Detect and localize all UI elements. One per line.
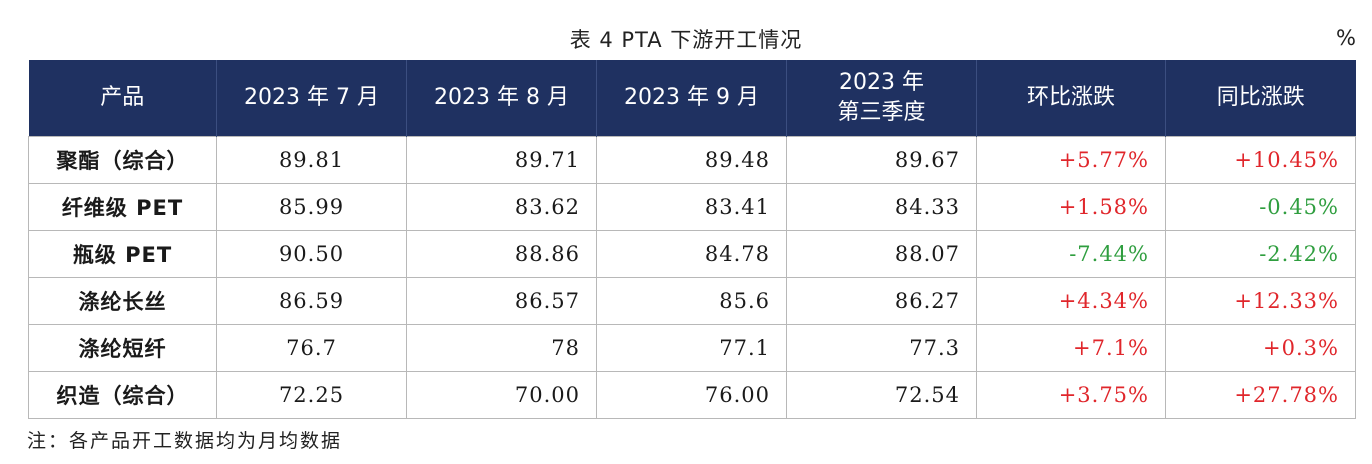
cell-jul: 89.81 <box>216 136 407 184</box>
header-yoy: 同比涨跌 <box>1165 60 1356 137</box>
table-row: 涤纶长丝 86.59 86.57 85.6 86.27 +4.34% +12.33% <box>28 277 1356 325</box>
cell-yoy: +0.3% <box>1165 324 1356 372</box>
cell-aug: 89.71 <box>406 136 597 184</box>
header-aug: 2023 年 8 月 <box>406 60 597 137</box>
cell-yoy: +10.45% <box>1165 136 1356 184</box>
cell-sep: 77.1 <box>596 324 787 372</box>
cell-product: 涤纶短纤 <box>28 324 217 372</box>
cell-q3: 72.54 <box>786 371 977 419</box>
cell-yoy: -0.45% <box>1165 183 1356 231</box>
header-row: 产品 2023 年 7 月 2023 年 8 月 2023 年 9 月 2023… <box>28 60 1356 137</box>
cell-q3: 89.67 <box>786 136 977 184</box>
cell-yoy: +27.78% <box>1165 371 1356 419</box>
cell-product: 涤纶长丝 <box>28 277 217 325</box>
cell-sep: 83.41 <box>596 183 787 231</box>
cell-q3: 84.33 <box>786 183 977 231</box>
header-jul: 2023 年 7 月 <box>216 60 407 137</box>
table-row: 涤纶短纤 76.7 78 77.1 77.3 +7.1% +0.3% <box>28 324 1356 372</box>
cell-aug: 83.62 <box>406 183 597 231</box>
cell-product: 织造（综合） <box>28 371 217 419</box>
cell-mom: +5.77% <box>976 136 1166 184</box>
cell-product: 纤维级 PET <box>28 183 217 231</box>
cell-mom: +7.1% <box>976 324 1166 372</box>
table-row: 聚酯（综合） 89.81 89.71 89.48 89.67 +5.77% +10.45% <box>28 136 1356 184</box>
cell-sep: 84.78 <box>596 230 787 278</box>
cell-q3: 77.3 <box>786 324 977 372</box>
header-q3: 2023 年 第三季度 <box>786 60 977 137</box>
cell-q3: 86.27 <box>786 277 977 325</box>
header-mom: 环比涨跌 <box>976 60 1166 137</box>
footnote: 注：各产品开工数据均为月均数据 <box>27 430 343 452</box>
cell-sep: 76.00 <box>596 371 787 419</box>
table-row: 织造（综合） 72.25 70.00 76.00 72.54 +3.75% +27.78% <box>28 371 1356 419</box>
cell-product: 聚酯（综合） <box>28 136 217 184</box>
table-caption: 表 4 PTA 下游开工情况 <box>569 28 803 52</box>
cell-yoy: -2.42% <box>1165 230 1356 278</box>
unit-label: % <box>1336 26 1356 50</box>
cell-aug: 70.00 <box>406 371 597 419</box>
table-row: 纤维级 PET 85.99 83.62 83.41 84.33 +1.58% -0.45% <box>28 183 1356 231</box>
header-product: 产品 <box>28 60 217 137</box>
cell-aug: 88.86 <box>406 230 597 278</box>
cell-aug: 78 <box>406 324 597 372</box>
cell-sep: 85.6 <box>596 277 787 325</box>
cell-aug: 86.57 <box>406 277 597 325</box>
cell-mom: -7.44% <box>976 230 1166 278</box>
cell-jul: 86.59 <box>216 277 407 325</box>
cell-jul: 90.50 <box>216 230 407 278</box>
cell-jul: 85.99 <box>216 183 407 231</box>
cell-mom: +4.34% <box>976 277 1166 325</box>
cell-sep: 89.48 <box>596 136 787 184</box>
pta-downstream-table: 产品 2023 年 7 月 2023 年 8 月 2023 年 9 月 2023… <box>28 60 1356 419</box>
header-sep: 2023 年 9 月 <box>596 60 787 137</box>
cell-jul: 76.7 <box>216 324 407 372</box>
cell-product: 瓶级 PET <box>28 230 217 278</box>
cell-yoy: +12.33% <box>1165 277 1356 325</box>
cell-q3: 88.07 <box>786 230 977 278</box>
cell-jul: 72.25 <box>216 371 407 419</box>
table-row: 瓶级 PET 90.50 88.86 84.78 88.07 -7.44% -2.42% <box>28 230 1356 278</box>
cell-mom: +1.58% <box>976 183 1166 231</box>
cell-mom: +3.75% <box>976 371 1166 419</box>
